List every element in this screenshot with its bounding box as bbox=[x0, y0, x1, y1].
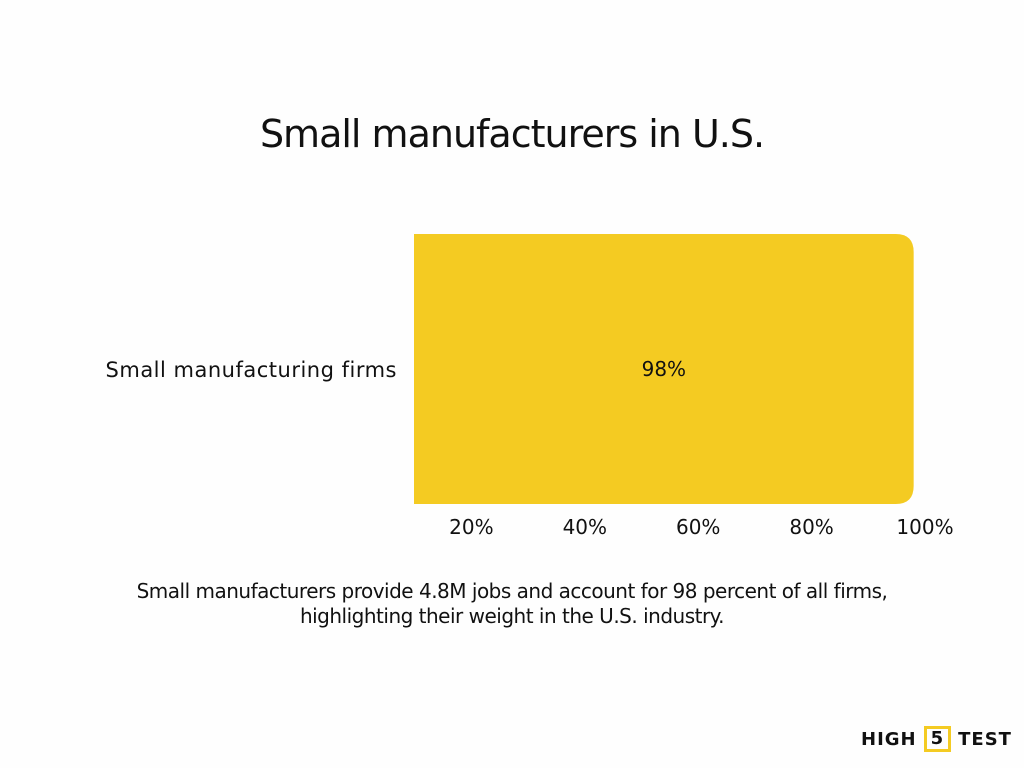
x-tick-label: 40% bbox=[563, 515, 607, 539]
bar bbox=[414, 234, 914, 504]
chart-caption: Small manufacturers provide 4.8M jobs an… bbox=[136, 579, 888, 628]
logo-five: 5 bbox=[923, 726, 952, 752]
chart-title: Small manufacturers in U.S. bbox=[259, 112, 765, 156]
category-label: Small manufacturing firms bbox=[106, 358, 397, 382]
x-tick-label: 100% bbox=[896, 515, 953, 539]
x-tick-label: 20% bbox=[449, 515, 493, 539]
x-tick-label: 80% bbox=[789, 515, 833, 539]
x-tick-label: 60% bbox=[676, 515, 720, 539]
logo-text-left: HIGH bbox=[861, 728, 917, 750]
data-label: 98% bbox=[642, 357, 686, 381]
logo-text-right: TEST bbox=[958, 728, 1012, 750]
high5test-logo: HIGH 5 TEST bbox=[861, 726, 1012, 752]
